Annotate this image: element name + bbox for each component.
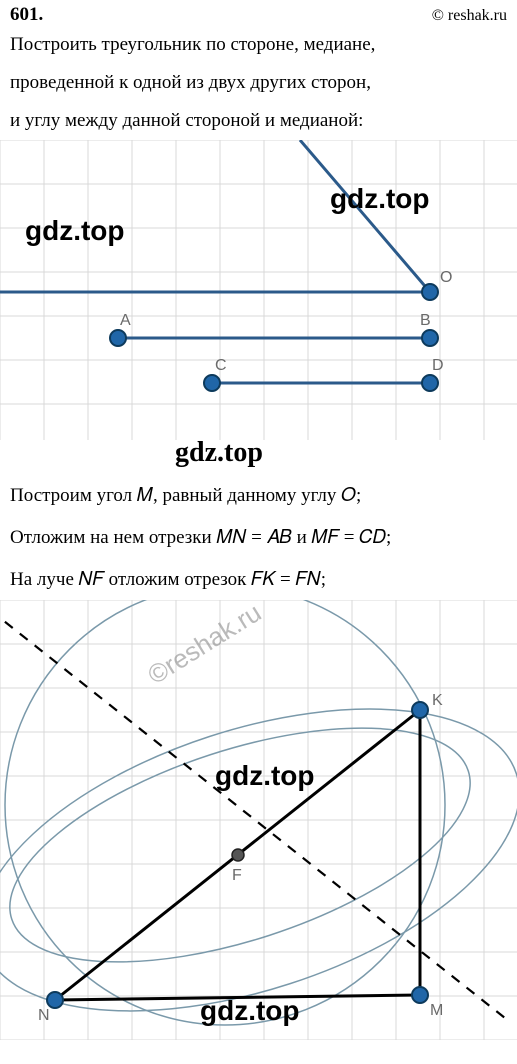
- svg-text:C: C: [215, 357, 227, 374]
- svg-text:N: N: [38, 1007, 50, 1024]
- text-line: и углу между данной стороной и медианой:: [10, 102, 507, 140]
- svg-text:A: A: [120, 312, 131, 329]
- text-line: Построим угол 𝑀, равный данному углу 𝑂;: [10, 475, 507, 517]
- text-line: Построить треугольник по стороне, медиан…: [10, 26, 507, 64]
- svg-text:O: O: [440, 269, 452, 286]
- diagram-given: O A B C Dgdz.top gdz.top: [0, 140, 517, 440]
- svg-text:gdz.top: gdz.top: [215, 760, 315, 791]
- problem-number: 601.: [10, 4, 43, 26]
- diagram-construction: ©reshak.ru N M K Fgdz.top gdz.top: [0, 600, 517, 1040]
- text-line: проведенной к одной из двух других сторо…: [10, 64, 507, 102]
- svg-text:D: D: [432, 357, 444, 374]
- svg-text:©reshak.ru: ©reshak.ru: [142, 600, 266, 690]
- svg-text:B: B: [420, 312, 431, 329]
- svg-text:K: K: [432, 692, 443, 709]
- svg-text:gdz.top: gdz.top: [25, 215, 125, 246]
- problem-statement: Построить треугольник по стороне, медиан…: [0, 26, 517, 140]
- svg-text:M: M: [430, 1002, 443, 1019]
- svg-text:gdz.top: gdz.top: [330, 183, 430, 214]
- copyright-text: © reshak.ru: [432, 7, 507, 25]
- watermark-gdz: gdz.top: [175, 437, 263, 469]
- svg-text:gdz.top: gdz.top: [200, 995, 300, 1026]
- text-line: На луче 𝑁𝐹 отложим отрезок 𝐹𝐾 = 𝐹𝑁;: [10, 559, 507, 601]
- svg-text:F: F: [232, 867, 242, 884]
- solution-text: Построим угол 𝑀, равный данному углу 𝑂; …: [0, 475, 517, 600]
- text-line: Отложим на нем отрезки 𝑀𝑁 = 𝐴𝐵 и 𝑀𝐹 = 𝐶𝐷…: [10, 517, 507, 559]
